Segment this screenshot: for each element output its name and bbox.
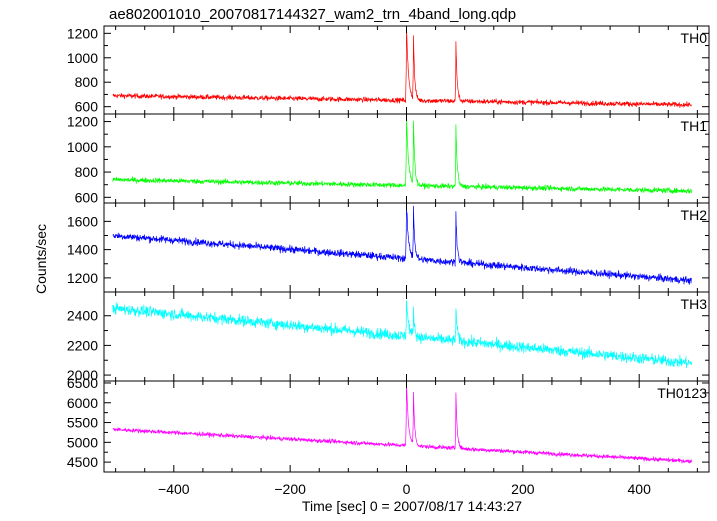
series-line-th3 [112, 300, 692, 369]
y-tick-label: 6000 [67, 395, 98, 411]
y-tick-label: 1400 [67, 242, 98, 258]
y-tick-label: 600 [75, 99, 99, 115]
y-tick-label: 2200 [67, 337, 98, 353]
y-tick-label: 4500 [67, 454, 98, 470]
panels-group: 600 800 1000 1200 TH0 600 800 1000 1200 TH1 1200 14… [67, 25, 710, 497]
x-axis-title: Time [sec] 0 = 2007/08/17 14:43:27 [302, 498, 522, 514]
band-label-th3: TH3 [681, 296, 708, 312]
y-tick-label: 2000 [67, 367, 98, 383]
x-tick-label: −200 [274, 481, 306, 497]
y-tick-label: 5500 [67, 415, 98, 431]
x-tick-label: 200 [511, 481, 535, 497]
y-tick-label: 6500 [67, 375, 98, 391]
band-label-th2: TH2 [681, 207, 708, 223]
band-label-th0123: TH0123 [657, 385, 707, 401]
series-line-th2 [112, 205, 692, 285]
series-line-th1 [112, 114, 692, 194]
y-tick-label: 1200 [67, 270, 98, 286]
y-tick-label: 800 [75, 164, 99, 180]
x-tick-label: 0 [403, 481, 411, 497]
series-line-th0 [112, 27, 692, 108]
y-tick-label: 1000 [67, 139, 98, 155]
y-tick-label: 1600 [67, 213, 98, 229]
y-tick-label: 600 [75, 189, 99, 205]
y-axis-title: Counts/sec [33, 224, 49, 294]
y-tick-label: 5000 [67, 434, 98, 450]
band-label-th1: TH1 [681, 118, 708, 134]
y-tick-label: 1200 [67, 25, 98, 41]
series-line-th0123 [112, 382, 692, 464]
x-tick-label: −400 [158, 481, 190, 497]
y-tick-label: 800 [75, 74, 99, 90]
y-tick-label: 1200 [67, 114, 98, 130]
y-tick-label: 2400 [67, 308, 98, 324]
chart-title: ae802001010_20070817144327_wam2_trn_4ban… [109, 6, 516, 23]
x-tick-label: 400 [628, 481, 652, 497]
y-tick-label: 1000 [67, 50, 98, 66]
band-label-th0: TH0 [681, 30, 708, 46]
